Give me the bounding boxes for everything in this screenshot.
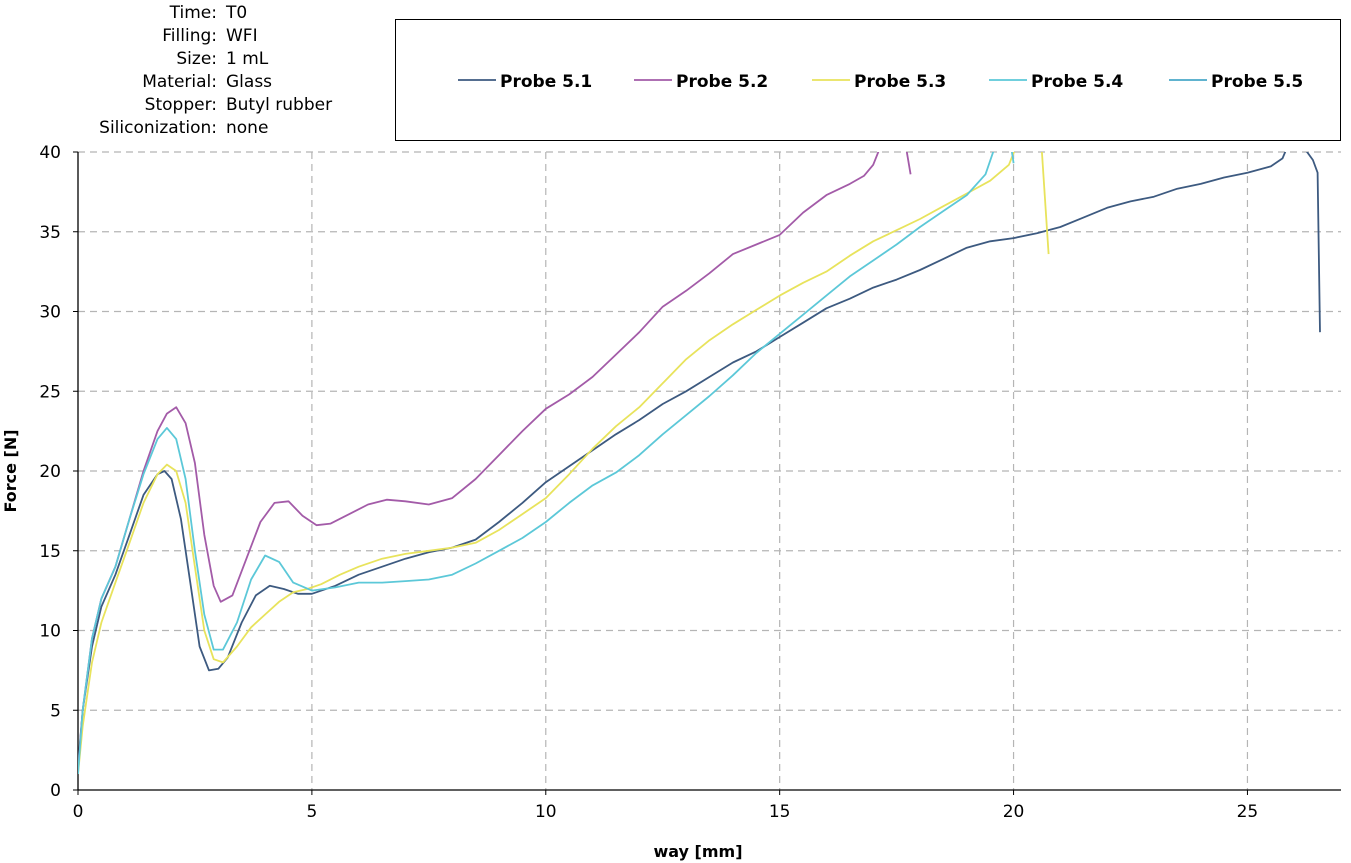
series-line-1 [78,152,1321,767]
meta-row-material: Material: Glass [60,71,332,94]
meta-value: T0 [226,3,248,23]
meta-value: WFI [226,26,258,46]
y-tick-label: 35 [39,223,61,243]
y-tick-label: 40 [39,143,61,163]
y-tick-label: 10 [39,622,61,642]
y-tick-label: 30 [39,303,61,323]
series-line-3-tail [1041,152,1050,255]
series-line-2 [78,152,880,771]
legend-label: Probe 5.2 [676,72,768,92]
meta-row-stopper: Stopper: Butyl rubber [60,94,332,117]
meta-key: Siliconization: [99,118,217,138]
meta-value: Butyl rubber [226,95,333,115]
meta-row-time: Time: T0 [60,2,332,25]
legend-label: Probe 5.1 [500,72,592,92]
series-line-4-tail [1011,152,1015,164]
meta-row-filling: Filling: WFI [60,25,332,48]
meta-key: Material: [142,72,217,92]
y-tick-label: 20 [39,462,61,482]
x-tick-label: 0 [73,802,84,822]
x-tick-label: 5 [306,802,317,822]
x-tick-label: 20 [1003,802,1025,822]
y-tick-label: 5 [50,701,61,721]
y-tick-label: 0 [50,781,61,801]
legend-label: Probe 5.5 [1211,72,1303,92]
meta-key: Size: [176,49,217,69]
meta-row-size: Size: 1 mL [60,48,332,71]
y-axis-title: Force [N] [1,429,20,512]
series-line-4 [78,152,995,775]
meta-key: Stopper: [144,95,217,115]
series-layer [78,152,1321,775]
y-tick-label: 25 [39,382,61,402]
legend-label: Probe 5.3 [854,72,946,92]
axes: 0 5 10 15 20 25 30 35 40 0 5 10 15 20 25 [39,143,1341,822]
legend-box [395,19,1341,141]
y-tick-label: 15 [39,542,61,562]
meta-value: none [226,118,269,138]
x-tick-label: 25 [1237,802,1259,822]
x-tick-label: 10 [535,802,557,822]
meta-key: Filling: [162,26,217,46]
meta-key: Time: [169,3,217,23]
series-line-3 [78,152,1015,775]
sample-info: Time: T0 Filling: WFI Size: 1 mL Materia… [60,2,332,140]
meta-value: Glass [226,72,273,92]
legend-label: Probe 5.4 [1031,72,1123,92]
x-axis-title: way [mm] [653,842,742,861]
legend: Probe 5.1 Probe 5.2 Probe 5.3 Probe 5.4 Prob… [458,72,1303,92]
x-tick-label: 15 [769,802,791,822]
meta-value: 1 mL [226,49,269,69]
meta-row-siliconization: Siliconization: none [60,117,332,140]
grid [78,151,1341,790]
series-line-2-tail [905,152,912,175]
